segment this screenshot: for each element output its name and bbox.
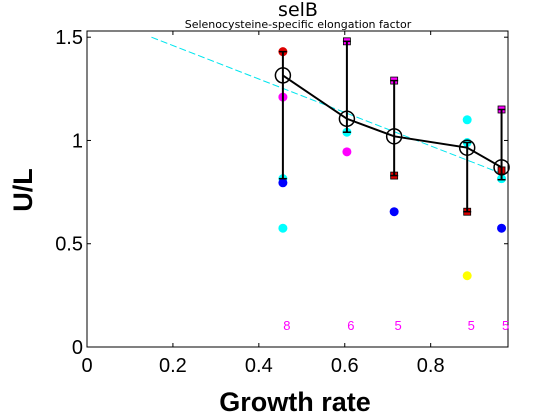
- sample-count-label: 5: [502, 318, 509, 333]
- replicate-point: [278, 223, 288, 233]
- sample-count-labels: 8 6 5 5 5: [283, 318, 509, 333]
- y-tick-label: 0: [72, 337, 83, 359]
- sample-count-label: 8: [283, 318, 290, 333]
- chart-title: selB: [278, 0, 318, 21]
- mean-point: [493, 159, 510, 176]
- sample-count-label: 5: [395, 318, 402, 333]
- mean-point: [338, 110, 356, 128]
- replicate-point: [462, 115, 472, 125]
- replicate-point: [342, 147, 352, 157]
- mean-point: [458, 139, 476, 156]
- replicate-point: [389, 207, 399, 217]
- x-tick-label: 0.6: [331, 355, 359, 377]
- y-tick-label: 1: [72, 130, 83, 152]
- x-axis-label: Growth rate: [219, 387, 371, 417]
- mean-line-path: [282, 74, 503, 169]
- y-tick-label: 1.5: [55, 27, 83, 49]
- mean-point: [385, 128, 403, 145]
- mean-point: [274, 67, 292, 84]
- sample-count-label: 5: [468, 318, 475, 333]
- chart-subtitle: Selenocysteine-specific elongation facto…: [185, 18, 412, 31]
- mean-line: [274, 67, 510, 176]
- replicate-point: [278, 178, 288, 188]
- sample-count-label: 6: [347, 318, 354, 333]
- fit-line: [151, 36, 502, 174]
- replicate-point: [462, 271, 472, 281]
- y-axis-label: U/L: [8, 168, 38, 212]
- x-tick-label: 0.8: [417, 355, 445, 377]
- replicate-point: [497, 223, 507, 233]
- x-tick-label: 0.2: [159, 355, 187, 377]
- plot-area: [86, 30, 509, 348]
- x-tick-label: 0: [81, 355, 92, 377]
- y-tick-label: 0.5: [55, 234, 83, 256]
- error-bars: [278, 40, 506, 213]
- x-tick-label: 0.4: [245, 355, 273, 377]
- axis-ticks: 0 0.2 0.4 0.6 0.8 0 0.5 1 1.5: [55, 27, 508, 377]
- fit-line-segment: [151, 36, 502, 174]
